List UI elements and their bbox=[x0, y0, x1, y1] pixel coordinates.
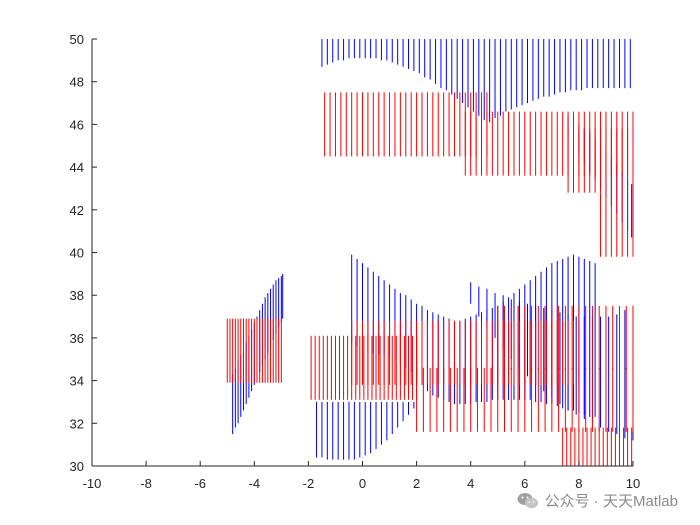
y-tick-label-6: 42 bbox=[70, 203, 84, 218]
y-tick-label-8: 46 bbox=[70, 117, 84, 132]
watermark-text: 公众号 · 天天Matlab bbox=[544, 493, 678, 510]
y-tick-label-3: 36 bbox=[70, 331, 84, 346]
x-tick-label-4: -2 bbox=[303, 476, 315, 491]
y-tick-label-5: 40 bbox=[70, 246, 84, 261]
x-tick-label-10: 10 bbox=[626, 476, 640, 491]
x-tick-label-2: -6 bbox=[194, 476, 206, 491]
x-tick-label-3: -4 bbox=[249, 476, 261, 491]
y-tick-label-2: 34 bbox=[70, 374, 84, 389]
y-tick-label-4: 38 bbox=[70, 288, 84, 303]
watermark: 公众号 · 天天Matlab bbox=[517, 490, 678, 511]
y-tick-label-1: 32 bbox=[70, 416, 84, 431]
y-tick-label-7: 44 bbox=[70, 160, 84, 175]
chart-marks bbox=[226, 39, 634, 466]
y-tick-label-10: 50 bbox=[70, 32, 84, 47]
x-tick-label-6: 2 bbox=[413, 476, 420, 491]
y-tick-label-0: 30 bbox=[70, 459, 84, 474]
x-tick-label-9: 8 bbox=[575, 476, 582, 491]
x-tick-label-0: -10 bbox=[83, 476, 102, 491]
x-tick-label-5: 0 bbox=[359, 476, 366, 491]
y-tick-label-9: 48 bbox=[70, 75, 84, 90]
x-tick-label-7: 4 bbox=[467, 476, 474, 491]
x-tick-label-1: -8 bbox=[140, 476, 152, 491]
x-tick-label-8: 6 bbox=[521, 476, 528, 491]
wechat-icon bbox=[517, 492, 539, 510]
